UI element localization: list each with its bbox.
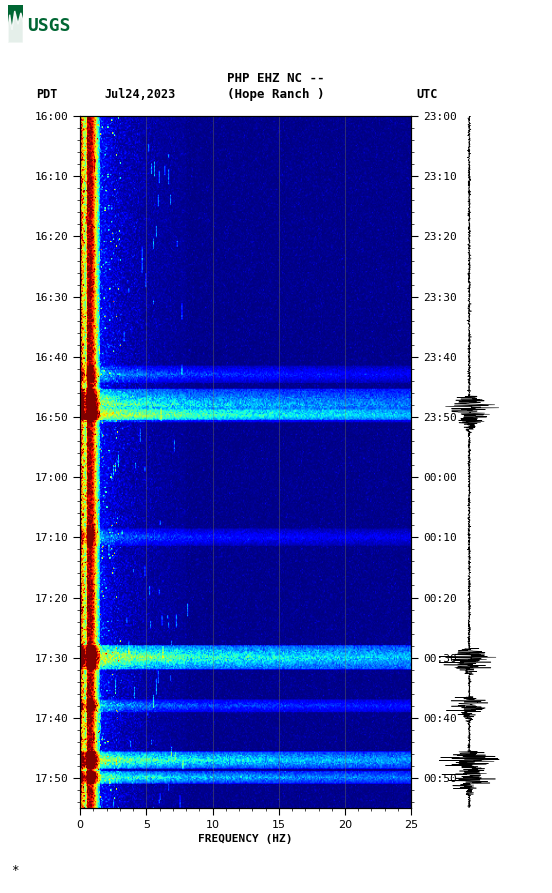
Text: PDT: PDT	[36, 88, 57, 101]
Bar	[8, 5, 23, 43]
Text: USGS: USGS	[27, 17, 71, 35]
Text: Jul24,2023: Jul24,2023	[105, 88, 176, 101]
Text: UTC: UTC	[417, 88, 438, 101]
Text: PHP EHZ NC --: PHP EHZ NC --	[227, 71, 325, 85]
X-axis label: FREQUENCY (HZ): FREQUENCY (HZ)	[198, 834, 293, 844]
Text: (Hope Ranch ): (Hope Ranch )	[227, 88, 325, 101]
Polygon shape	[8, 11, 23, 43]
Text: *: *	[11, 864, 19, 877]
